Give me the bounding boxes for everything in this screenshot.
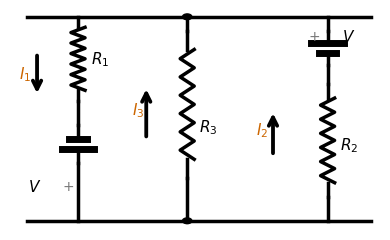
Text: $R_2$: $R_2$ [340, 136, 358, 155]
Text: $+$: $+$ [62, 180, 74, 194]
Text: $I_3$: $I_3$ [132, 101, 145, 120]
Text: $V$: $V$ [342, 29, 356, 45]
Text: $+$: $+$ [308, 30, 320, 44]
Circle shape [183, 14, 192, 20]
Text: $R_3$: $R_3$ [199, 118, 218, 137]
Circle shape [183, 218, 192, 224]
Text: $I_1$: $I_1$ [19, 65, 32, 84]
Text: $I_2$: $I_2$ [256, 121, 268, 140]
Text: $V$: $V$ [28, 179, 42, 195]
Text: $R_1$: $R_1$ [92, 51, 110, 69]
